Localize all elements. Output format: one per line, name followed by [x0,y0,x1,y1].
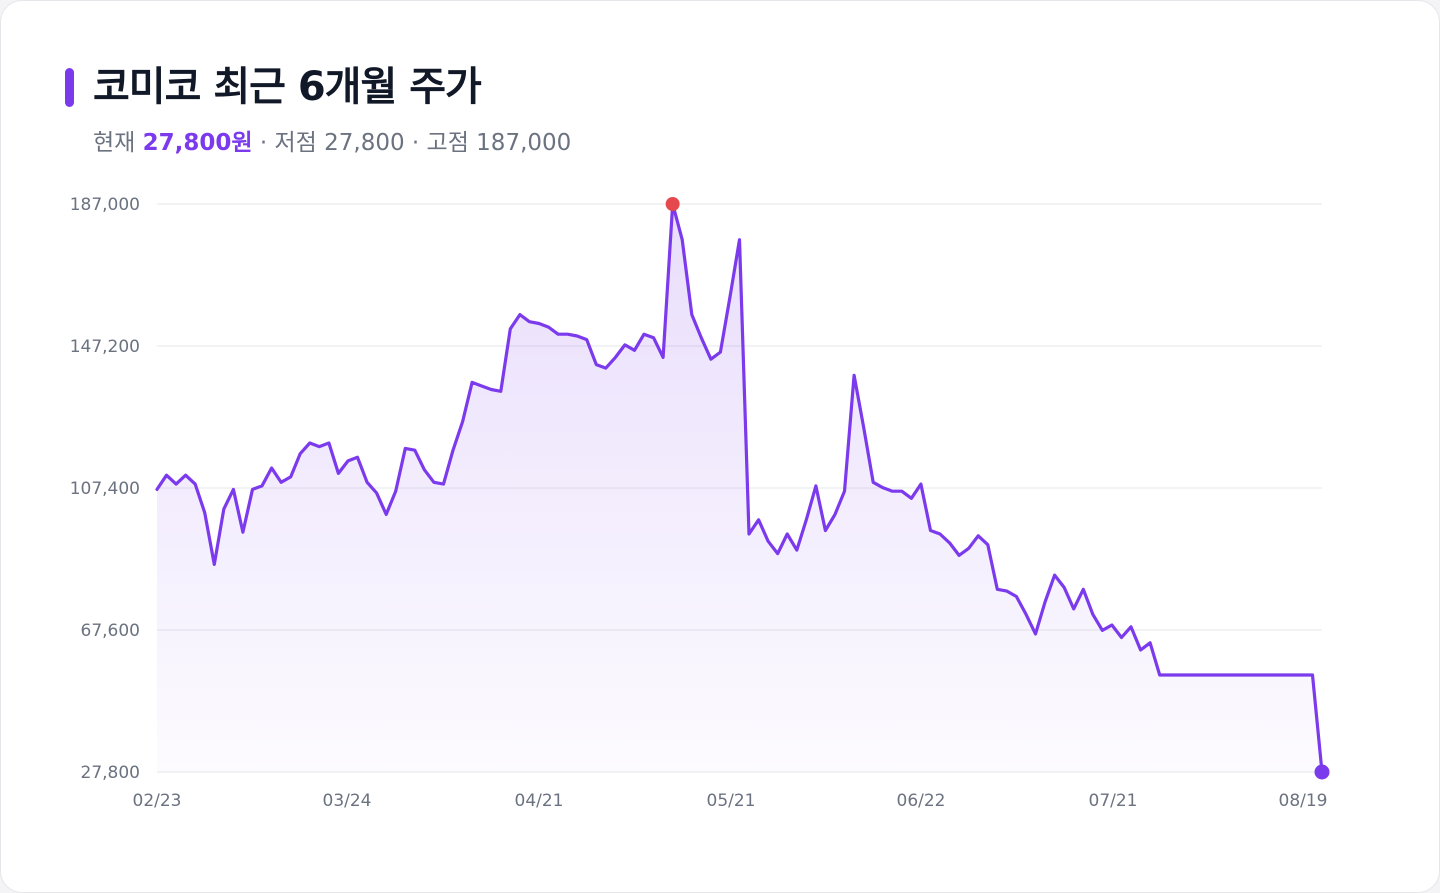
title-accent-bar [65,68,74,107]
price-line [155,202,1324,774]
price-area-fill [157,204,1322,772]
x-tick-label: 03/24 [323,791,372,811]
y-tick-label: 27,800 [81,763,140,783]
current-point-marker [1314,764,1330,780]
chart-title: 코미코 최근 6개월 주가 [93,64,482,110]
y-tick-label: 147,200 [70,337,140,357]
x-tick-label: 07/21 [1089,791,1138,811]
x-tick-label: 02/23 [133,791,182,811]
current-label: 현재 [93,130,136,156]
x-tick-label: 05/21 [707,791,756,811]
high-point-marker [665,197,680,211]
y-tick-label: 187,000 [70,195,140,215]
y-tick-label: 67,600 [81,621,140,641]
price-summary: 현재 27,800원 · 저점 27,800 · 고점 187,000 [93,127,571,159]
x-tick-label: 04/21 [515,791,564,811]
current-price: 27,800원 [142,130,253,156]
high-price: 고점 187,000 [426,130,572,156]
separator: · [252,130,275,156]
low-price: 저점 27,800 [274,130,405,156]
separator: · [404,130,427,156]
x-tick-label: 06/22 [897,791,946,811]
x-tick-label: 08/19 [1279,791,1328,811]
y-tick-label: 107,400 [70,479,140,499]
